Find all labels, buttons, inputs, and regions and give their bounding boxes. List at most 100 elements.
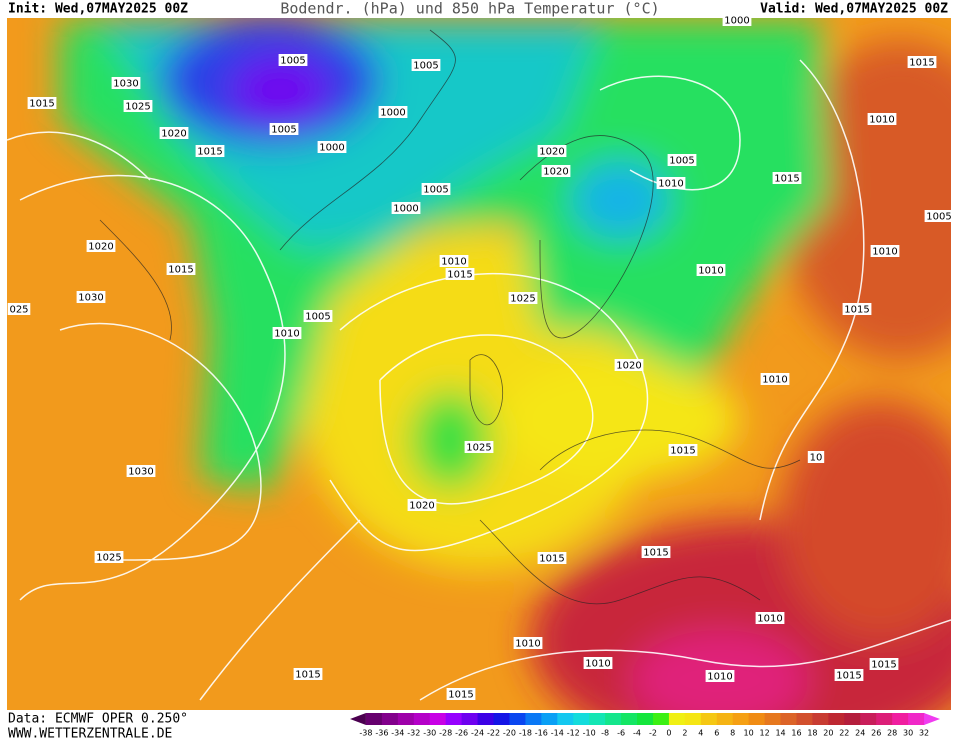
colorbar-swatch [860,713,877,725]
isobar-label: 1025 [466,443,491,454]
isobar-label-box [27,97,57,109]
isobar-label-box [166,263,196,275]
isobar-label: 1020 [616,361,641,372]
colorbar-label: 6 [714,729,719,738]
colorbar-label: 2 [682,729,687,738]
colorbar-label: -16 [535,729,548,738]
isobar-label: 1015 [447,270,472,281]
colorbar-swatch [445,713,463,725]
isobar-label: 1015 [844,305,869,316]
colorbar-swatch [668,713,686,725]
colorbar-swatch [716,713,734,725]
isobar-label: 1010 [872,247,897,258]
isobar-label: 1005 [413,61,438,72]
isobar-label-box [807,451,825,463]
isobar-label: 1005 [423,185,448,196]
colorbar: -38 -36 -34 -32 -30 -28 -26 -24 -22 -20 -18 -16 -14-… [350,713,940,738]
colorbar-label: 16 [791,729,801,738]
isobar-label: 1000 [380,108,405,119]
isobar-label-box [867,113,897,125]
isobar-label: 1010 [707,672,732,683]
isobar-label: 1010 [762,375,787,386]
colorbar-swatch [461,713,479,725]
website: WWW.WETTERZENTRALE.DE [8,727,172,742]
colorbar-swatch [844,713,861,725]
isobar-label: 1010 [658,179,683,190]
isobar-label-box [293,668,323,680]
colorbar-swatch [605,713,622,725]
valid-time: Valid: Wed,07MAY2025 00Z [760,2,948,17]
isobar-label: 1020 [539,147,564,158]
colorbar-swatch [876,713,893,725]
colorbar-swatch [573,713,590,725]
isobar-label-box [583,657,613,669]
isobar-label-box [834,669,864,681]
isobar-label-box [439,255,469,267]
colorbar-swatch [365,713,383,725]
isobar-label: 1005 [280,56,305,67]
isobar-label-box [641,546,671,558]
isobar-label: 1015 [197,147,222,158]
isobar-label: 1010 [698,266,723,277]
isobar-label-box [696,264,726,276]
colorbar-label: -4 [633,729,641,738]
colorbar-swatch [397,713,415,725]
isobar-label: 1020 [409,501,434,512]
isobar-label: 1025 [125,102,150,113]
isobar-label: 1015 [448,690,473,701]
isobar-label-box [464,441,494,453]
isobar-label: 1005 [926,212,951,223]
colorbar-swatch [413,713,431,725]
colorbar-label: -22 [487,729,500,738]
isobar-label: 1015 [295,670,320,681]
colorbar-label: 24 [855,729,865,738]
isobar-labels: 1005 1005 1030 1025 1015 1020 1005 1000 1000 1015… [7,14,954,701]
isobar-label: 1010 [757,614,782,625]
isobar-label: 025 [9,305,28,316]
colorbar-swatch [892,713,909,725]
isobar-label: 1020 [543,167,568,178]
colorbar-swatch [477,713,495,725]
map [7,18,951,710]
isobar-label-box [446,688,476,700]
isobar-label: 1020 [161,129,186,140]
isobar-label: 1015 [774,174,799,185]
isobar-label: 1000 [319,143,344,154]
isobar-label-box [7,303,31,315]
isobar-label-box [722,14,752,26]
isobar-label: 1005 [669,156,694,167]
isobar-label: 1010 [869,115,894,126]
isobar-label-box [668,444,698,456]
isobar-label: 1015 [670,446,695,457]
isobar-label-box [123,100,153,112]
colorbar-label: -2 [649,729,657,738]
isobar-label-box [407,499,437,511]
isobar-label-box [272,327,302,339]
isobar-label-box [541,165,571,177]
isobar-label: 1030 [128,467,153,478]
isobar-label-box [303,310,333,322]
colorbar-label: 10 [744,729,754,738]
isobar-label-box [278,54,308,66]
isobar-label-box [269,123,299,135]
isobar-label: 1010 [441,257,466,268]
isobar-label-box [421,183,451,195]
colorbar-swatch [652,713,670,725]
isobar-label-box [126,465,156,477]
colorbar-label: -28 [439,729,452,738]
isobar-label: 1000 [724,16,749,27]
isobar-label-box [537,145,567,157]
colorbar-swatch [525,713,542,725]
isobar-label-box [76,291,106,303]
isobar-label: 10 [810,453,823,464]
colorbar-label: 18 [807,729,817,738]
colorbar-swatch [796,713,813,725]
map-title: Bodendr. (hPa) und 850 hPa Temperatur (°… [280,0,659,18]
colorbar-label: -8 [601,729,609,738]
colorbar-label: -12 [567,729,580,738]
colorbar-swatch [589,713,606,725]
colorbar-swatch [828,713,845,725]
isobar-label-box [513,637,543,649]
isobar-label-box [508,292,538,304]
